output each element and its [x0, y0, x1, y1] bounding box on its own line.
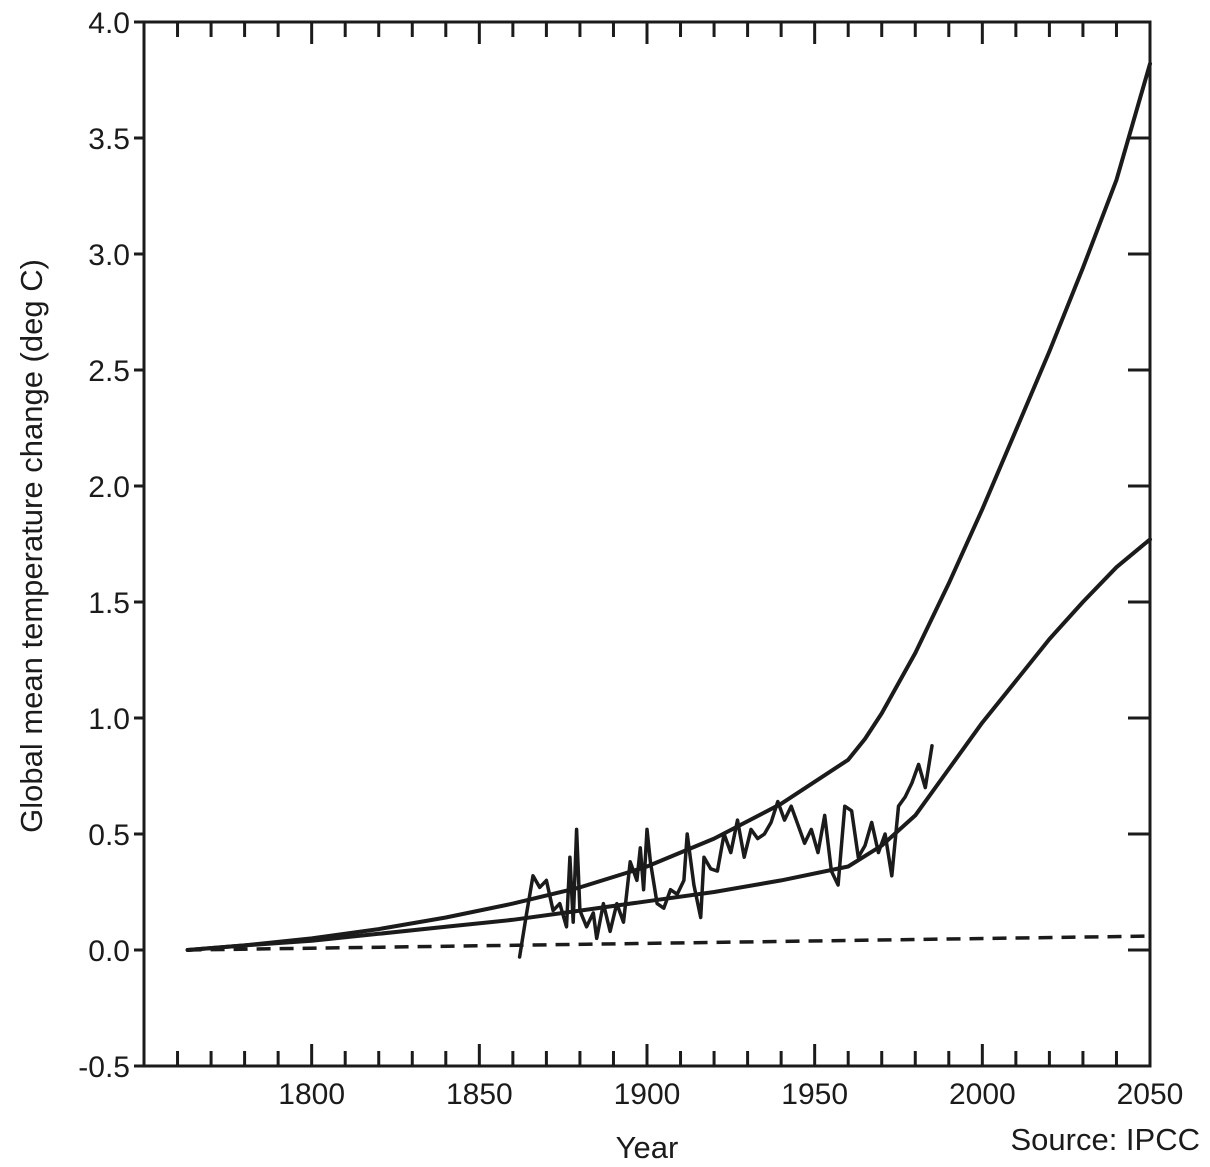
y-tick-label: 2.5: [88, 355, 130, 388]
y-tick-label: 2.0: [88, 471, 130, 504]
y-tick-label: 3.0: [88, 239, 130, 272]
series-layer: [185, 61, 1152, 959]
y-tick-label: 3.5: [88, 123, 130, 156]
y-tick-label: 1.5: [88, 587, 130, 620]
x-tick-label: 1800: [278, 1078, 345, 1111]
x-axis-title: Year: [616, 1130, 679, 1165]
y-tick-label: 0.0: [88, 935, 130, 968]
y-tick-label: 4.0: [88, 7, 130, 40]
y-tick-label: -0.5: [78, 1051, 130, 1084]
source-label: Source: IPCC: [1010, 1122, 1200, 1157]
y-axis-title: Global mean temperature change (deg C): [14, 259, 49, 833]
projection-upper-line: [185, 61, 1152, 952]
x-tick-label: 2050: [1117, 1078, 1184, 1111]
labels-layer: 1800 1850 1900 1950 2000 2050 -0.5 0.0 0.5 1.0 1.5…: [78, 7, 1183, 1111]
y-tick-label: 1.0: [88, 703, 130, 736]
observed-record-line: [517, 744, 934, 959]
x-tick-label: 1850: [446, 1078, 513, 1111]
ticks-layer: [134, 20, 1150, 1068]
y-tick-label: 0.5: [88, 819, 130, 852]
x-tick-label: 1950: [781, 1078, 848, 1111]
plot-frame: [142, 20, 1152, 1068]
projection-lower-line: [185, 537, 1152, 952]
x-tick-label: 2000: [949, 1078, 1016, 1111]
x-tick-label: 1900: [614, 1078, 681, 1111]
